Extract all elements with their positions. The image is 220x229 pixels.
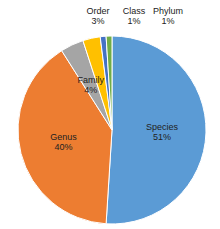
svg-text:4%: 4% — [84, 85, 97, 95]
svg-text:Phylum: Phylum — [153, 6, 183, 16]
svg-text:1%: 1% — [127, 16, 140, 26]
svg-text:Species: Species — [146, 122, 179, 132]
svg-text:Family: Family — [77, 75, 104, 85]
svg-text:40%: 40% — [55, 142, 73, 152]
svg-text:51%: 51% — [153, 132, 171, 142]
svg-text:3%: 3% — [91, 16, 104, 26]
svg-text:1%: 1% — [161, 16, 174, 26]
svg-text:Class: Class — [123, 6, 146, 16]
svg-text:Genus: Genus — [50, 132, 77, 142]
svg-text:Order: Order — [86, 6, 109, 16]
